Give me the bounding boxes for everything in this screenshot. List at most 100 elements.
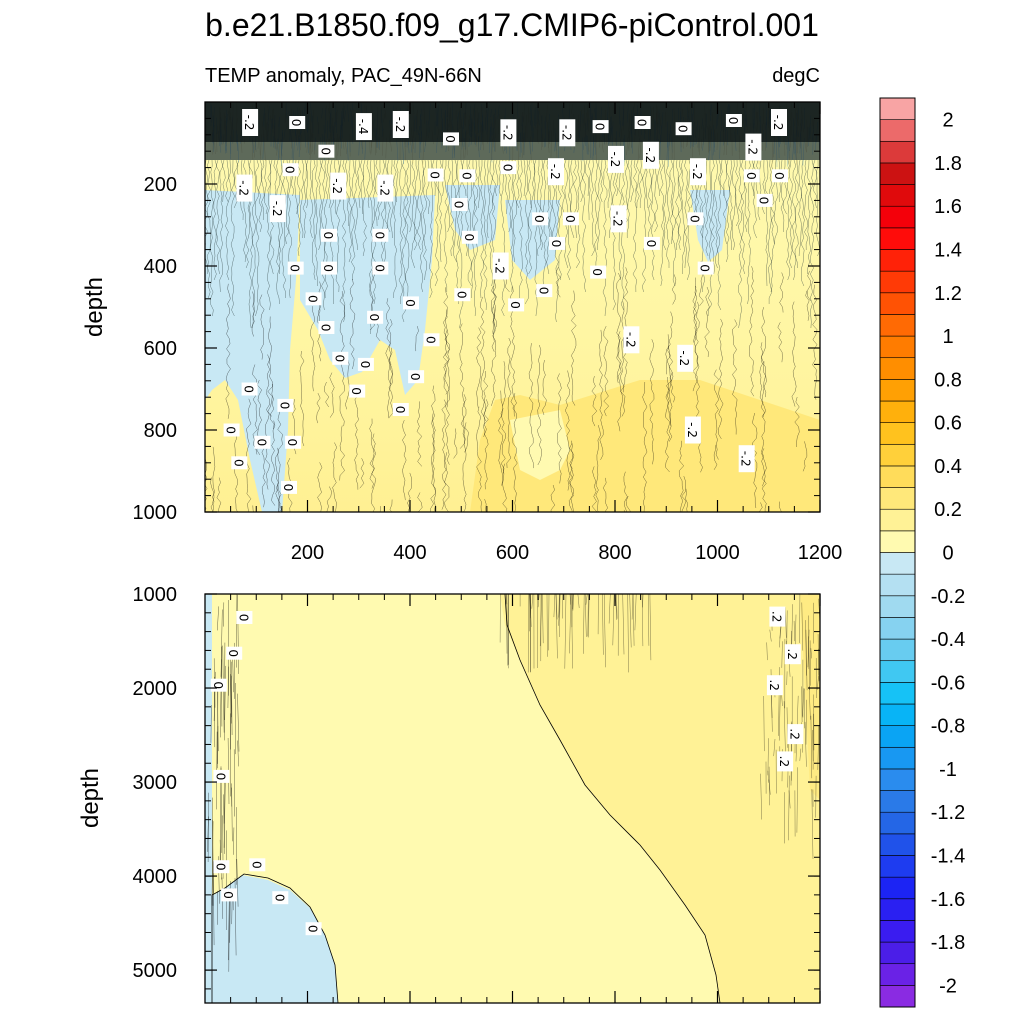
- contour-label: 0: [282, 163, 299, 177]
- contour-label: 0: [500, 161, 517, 175]
- colorbar-tick-label: -0.8: [931, 716, 965, 738]
- contour-line: [542, 594, 544, 644]
- colorbar-swatch: [879, 314, 916, 337]
- colorbar-tick-label: 0.8: [934, 369, 962, 391]
- colorbar-swatch: [879, 379, 916, 402]
- colorbar-swatch: [879, 530, 916, 553]
- contour-line: [500, 159, 506, 317]
- contour-label: 0: [213, 860, 230, 874]
- contour-label-box: [226, 646, 243, 660]
- contour-line: [810, 648, 812, 659]
- contour-label: 0: [349, 384, 366, 398]
- contour-label-text: -.2: [236, 180, 250, 196]
- contour-label-text: .2: [767, 679, 781, 690]
- contour-line: [324, 381, 330, 408]
- contour-label-box: [745, 133, 762, 161]
- contour-line: [694, 301, 700, 417]
- contour-line: [537, 344, 542, 466]
- contour-line: [641, 594, 644, 647]
- contour-line: [366, 159, 371, 209]
- contour-label-box: [559, 119, 576, 147]
- contour-line: [729, 159, 733, 251]
- contour-label: 0: [305, 292, 322, 306]
- contour-line: [590, 159, 595, 257]
- contour-label-box: [690, 158, 706, 186]
- contour-line: [698, 442, 703, 473]
- contour-label-text: 0: [532, 215, 546, 223]
- contour-label: 0: [675, 122, 692, 136]
- contour-line: [568, 440, 575, 512]
- contour-line: [620, 159, 625, 311]
- contour-line: [630, 159, 634, 203]
- contour-line: [594, 159, 599, 268]
- contour-label-box: [213, 769, 230, 783]
- contour-label-text: 0: [288, 264, 302, 272]
- contour-line: [603, 594, 606, 668]
- contour-line: [413, 160, 419, 251]
- contour-label-box: [500, 119, 517, 147]
- contour-label-box: [777, 751, 794, 772]
- contour-line: [710, 159, 715, 275]
- contour-label: 0: [318, 144, 335, 158]
- contour-line: [510, 159, 515, 293]
- lower-y-axis-label: depth: [77, 768, 104, 828]
- contour-line: [763, 695, 765, 752]
- contour-label-box: [427, 168, 444, 182]
- contour-line: [348, 159, 353, 263]
- contour-label: .2: [777, 751, 794, 772]
- contour-line: [302, 159, 307, 239]
- colorbar-tick-label: 1: [942, 326, 953, 348]
- contour-label-box: [231, 456, 248, 470]
- contour-line: [236, 858, 239, 907]
- contour-label-text: 0: [224, 426, 238, 434]
- contour-label: -.2: [392, 111, 409, 138]
- contour-label-text: 0: [213, 773, 227, 781]
- contour-line: [360, 159, 365, 215]
- colorbar-tick-label: 1.2: [934, 283, 962, 305]
- contour-label-box: [408, 370, 425, 384]
- contour-line: [441, 399, 447, 510]
- contour-line: [211, 821, 214, 906]
- contour-label-text: -.2: [559, 125, 573, 141]
- contour-line: [359, 458, 365, 489]
- colorbar-tick-label: -0.6: [931, 672, 965, 694]
- lower-cold-region-west: [205, 875, 338, 1003]
- contour-label: 0: [210, 678, 227, 692]
- contour-line: [669, 372, 676, 403]
- contour-line: [616, 272, 621, 384]
- contour-label: 0: [461, 230, 478, 244]
- contour-label-box: [282, 163, 299, 177]
- contour-label: 0: [372, 261, 389, 275]
- contour-line: [572, 594, 575, 611]
- contour-line: [767, 159, 773, 304]
- contour-label: -.2: [623, 326, 640, 354]
- contour-label-text: -.2: [393, 117, 407, 133]
- contour-line: [506, 337, 512, 469]
- contour-label-text: -.2: [643, 147, 657, 163]
- contour-label-text: 0: [443, 135, 457, 143]
- contour-line: [791, 159, 797, 281]
- contour-line: [623, 509, 625, 512]
- contour-label-box: [330, 172, 347, 200]
- contour-label-box: [725, 114, 742, 127]
- contour-label: 0: [272, 891, 289, 905]
- contour-label-box: [592, 120, 609, 134]
- contour-label-text: 0: [772, 172, 786, 180]
- contour-label: 0: [287, 261, 304, 275]
- x-tick-label: 800: [598, 542, 631, 564]
- contour-line: [572, 594, 574, 610]
- y-tick-label: 200: [144, 174, 177, 196]
- contour-label-box: [687, 212, 704, 226]
- y-tick-label: 2000: [133, 678, 178, 700]
- contour-line: [210, 705, 212, 743]
- contour-line: [810, 159, 815, 329]
- contour-line: [642, 594, 644, 608]
- contour-line: [305, 159, 309, 209]
- contour-line: [779, 622, 781, 648]
- contour-line: [773, 738, 776, 757]
- colorbar-swatch: [879, 97, 916, 120]
- contour-label-text: 0: [226, 649, 240, 657]
- contour-line: [429, 159, 434, 299]
- contour-line: [233, 433, 238, 512]
- contour-label-text: -.2: [548, 164, 562, 180]
